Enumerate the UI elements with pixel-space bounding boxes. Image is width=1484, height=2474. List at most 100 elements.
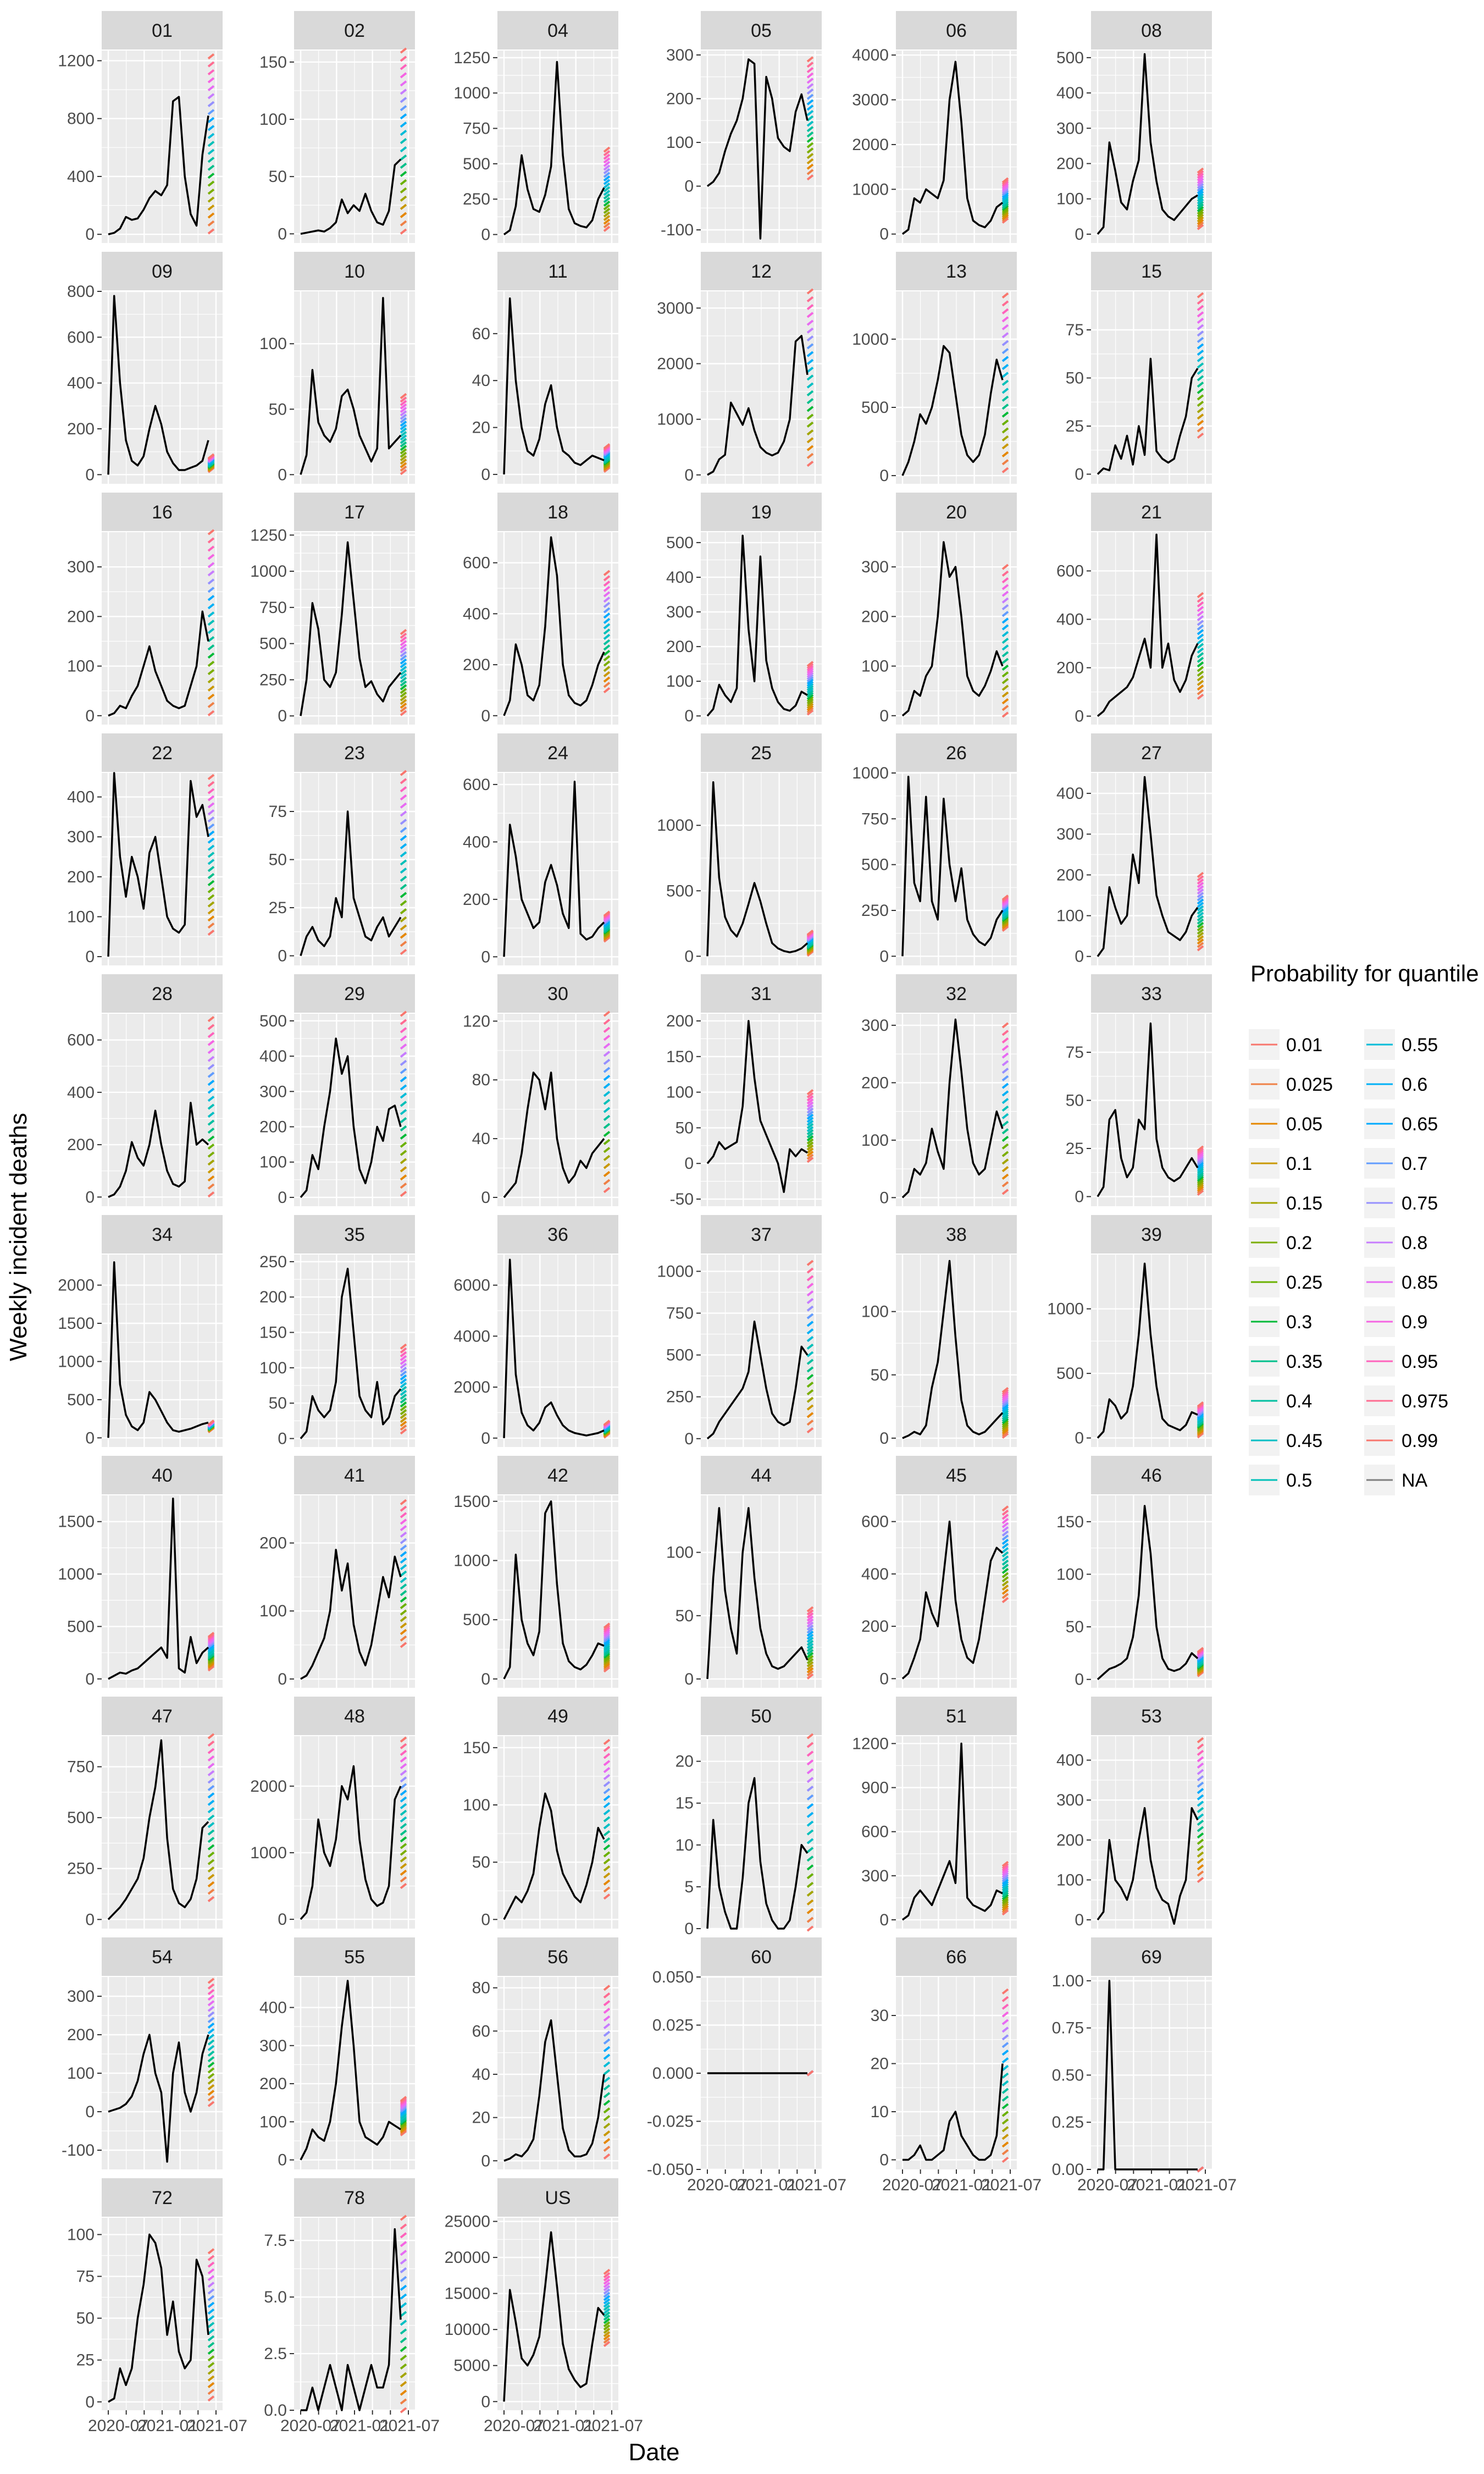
forecast-quantile-mark bbox=[1001, 1120, 1009, 1127]
forecast-quantile-mark bbox=[1001, 208, 1009, 215]
y-tick-label: 50 bbox=[472, 1853, 490, 1871]
forecast-quantile-mark bbox=[806, 163, 814, 170]
forecast-quantile-mark bbox=[1197, 935, 1204, 942]
forecast-quantile-mark bbox=[207, 603, 215, 610]
forecast-quantile-mark bbox=[207, 220, 215, 227]
forecast-quantile-mark bbox=[400, 1059, 407, 1066]
forecast-quantile-mark bbox=[400, 658, 407, 665]
forecast-quantile-mark bbox=[806, 1381, 814, 1388]
forecast-quantile-mark bbox=[1001, 2034, 1009, 2041]
forecast-quantile-mark bbox=[806, 1759, 814, 1766]
forecast-quantile-mark bbox=[1001, 427, 1009, 434]
forecast-quantile-mark bbox=[1001, 684, 1009, 691]
panel-title: 13 bbox=[946, 261, 967, 282]
y-tick-label: 200 bbox=[1056, 155, 1084, 173]
forecast-quantile-mark bbox=[1001, 216, 1009, 222]
forecast-quantile-mark bbox=[1001, 923, 1009, 929]
forecast-quantile-mark bbox=[207, 852, 215, 858]
forecast-quantile-mark bbox=[603, 146, 611, 153]
forecast-quantile-mark bbox=[1197, 167, 1204, 174]
forecast-quantile-mark bbox=[400, 2116, 407, 2123]
forecast-quantile-mark bbox=[1001, 188, 1009, 195]
forecast-quantile-mark bbox=[1197, 1157, 1204, 1164]
forecast-quantile-mark bbox=[603, 1107, 611, 1113]
forecast-quantile-mark bbox=[400, 407, 407, 413]
forecast-quantile-mark bbox=[1197, 1851, 1204, 1858]
forecast-quantile-mark bbox=[400, 1823, 407, 1830]
forecast-quantile-mark bbox=[207, 880, 215, 886]
forecast-quantile-mark bbox=[1001, 2134, 1009, 2140]
observed-series-line bbox=[1097, 533, 1199, 717]
forecast-quantile-mark bbox=[806, 382, 814, 389]
forecast-quantile-mark bbox=[207, 85, 215, 91]
forecast-quantile-mark bbox=[207, 823, 215, 830]
legend-entry-label: 0.95 bbox=[1402, 1351, 1438, 1372]
legend-entry-label: 0.3 bbox=[1286, 1312, 1312, 1333]
x-tick-label: 2021-07 bbox=[187, 2417, 247, 2435]
forecast-quantile-mark bbox=[1197, 885, 1204, 892]
x-tick-label: 2021-07 bbox=[981, 2176, 1042, 2194]
forecast-quantile-mark bbox=[400, 1405, 407, 1412]
y-tick-label: 400 bbox=[463, 833, 490, 851]
y-tick-label: 300 bbox=[67, 1987, 95, 2006]
forecast-quantile-mark bbox=[207, 685, 215, 692]
forecast-quantile-mark bbox=[400, 2398, 407, 2405]
forecast-quantile-mark bbox=[207, 611, 215, 618]
forecast-quantile-mark bbox=[603, 2138, 611, 2145]
forecast-quantile-mark bbox=[400, 130, 407, 136]
observed-series-line bbox=[706, 58, 809, 240]
forecast-quantile-mark bbox=[207, 2028, 215, 2035]
forecast-quantile-mark bbox=[400, 1068, 407, 1074]
forecast-quantile-mark bbox=[400, 1409, 407, 1416]
forecast-quantile-mark bbox=[1197, 1845, 1204, 1852]
forecast-quantile-mark bbox=[806, 437, 814, 444]
forecast-quantile-mark bbox=[1001, 1416, 1009, 1422]
y-tick-label: 0.000 bbox=[652, 2064, 694, 2083]
forecast-quantile-mark bbox=[400, 1770, 407, 1776]
forecast-quantile-mark bbox=[400, 138, 407, 145]
forecast-quantile-mark bbox=[603, 1788, 611, 1794]
observed-series-line bbox=[300, 810, 402, 957]
forecast-quantile-mark bbox=[603, 1058, 611, 1065]
y-tick-label: 0 bbox=[85, 707, 95, 725]
y-tick-label: 500 bbox=[861, 399, 889, 417]
forecast-quantile-mark bbox=[1001, 1860, 1009, 1868]
forecast-quantile-mark bbox=[1197, 1423, 1204, 1431]
forecast-quantile-mark bbox=[806, 1925, 814, 1932]
y-tick-label: 0 bbox=[85, 2103, 95, 2121]
forecast-quantile-mark bbox=[400, 1642, 407, 1648]
legend-entry-label: 0.5 bbox=[1286, 1470, 1312, 1491]
forecast-quantile-mark bbox=[603, 2288, 611, 2295]
forecast-quantile-mark bbox=[1197, 1181, 1204, 1188]
forecast-quantile-mark bbox=[400, 691, 407, 698]
forecast-quantile-mark bbox=[603, 1738, 611, 1745]
forecast-quantile-mark bbox=[1001, 897, 1009, 904]
y-tick-label: 100 bbox=[463, 1796, 490, 1814]
forecast-quantile-mark bbox=[207, 636, 215, 643]
y-tick-label: 900 bbox=[861, 1779, 889, 1797]
y-tick-label: 40 bbox=[472, 372, 490, 390]
forecast-quantile-mark bbox=[603, 225, 611, 232]
forecast-quantile-mark bbox=[400, 2389, 407, 2396]
forecast-quantile-mark bbox=[806, 1733, 814, 1739]
forecast-quantile-mark bbox=[806, 694, 814, 700]
forecast-quantile-mark bbox=[1001, 395, 1009, 402]
y-tick-label: 400 bbox=[666, 568, 694, 587]
forecast-quantile-mark bbox=[207, 1785, 215, 1791]
forecast-quantile-mark bbox=[1001, 1869, 1009, 1876]
y-tick-label: 2.5 bbox=[264, 2345, 287, 2363]
y-tick-label: 0 bbox=[879, 225, 889, 244]
forecast-quantile-mark bbox=[1001, 1098, 1009, 1105]
legend-entry: 0.01 bbox=[1249, 1029, 1322, 1060]
legend-entry: 0.3 bbox=[1249, 1306, 1312, 1337]
forecast-quantile-mark bbox=[400, 1183, 407, 1189]
y-tick-label: 0 bbox=[481, 1189, 490, 1207]
forecast-quantile-mark bbox=[1001, 1907, 1009, 1914]
forecast-quantile-mark bbox=[603, 1630, 611, 1637]
forecast-quantile-mark bbox=[603, 2340, 611, 2347]
y-tick-label: 10 bbox=[871, 2103, 889, 2121]
forecast-quantile-mark bbox=[207, 2355, 215, 2362]
